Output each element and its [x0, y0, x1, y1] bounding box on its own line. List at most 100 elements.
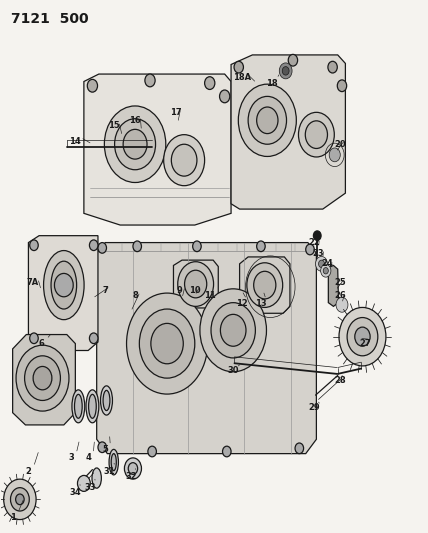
Circle shape	[98, 442, 107, 453]
Ellipse shape	[51, 261, 77, 309]
Circle shape	[30, 333, 38, 344]
Circle shape	[355, 327, 370, 346]
Ellipse shape	[44, 251, 84, 320]
Circle shape	[4, 479, 36, 520]
Text: 6: 6	[38, 339, 44, 348]
Text: 18A: 18A	[233, 73, 251, 82]
Circle shape	[254, 271, 276, 299]
Circle shape	[89, 240, 98, 251]
Ellipse shape	[101, 386, 113, 415]
Circle shape	[313, 231, 321, 240]
Circle shape	[288, 54, 297, 66]
Polygon shape	[28, 236, 98, 351]
Text: 8: 8	[132, 291, 138, 300]
Circle shape	[329, 148, 340, 162]
Circle shape	[234, 61, 244, 73]
Text: 10: 10	[189, 286, 201, 295]
Text: 33: 33	[85, 482, 96, 491]
Text: 3: 3	[68, 454, 74, 463]
Circle shape	[16, 494, 24, 505]
Text: 22: 22	[309, 238, 320, 247]
Circle shape	[11, 488, 29, 511]
Text: 7: 7	[102, 286, 108, 295]
Circle shape	[305, 121, 327, 149]
Polygon shape	[13, 335, 75, 425]
Circle shape	[298, 112, 334, 157]
Text: 30: 30	[227, 366, 239, 375]
Circle shape	[133, 241, 142, 252]
Circle shape	[145, 74, 155, 87]
Polygon shape	[231, 55, 345, 209]
Circle shape	[248, 96, 286, 144]
Circle shape	[77, 475, 90, 491]
Circle shape	[295, 443, 303, 454]
Text: 17: 17	[170, 108, 181, 117]
Circle shape	[123, 130, 147, 159]
Circle shape	[282, 67, 289, 75]
Circle shape	[115, 119, 155, 169]
Polygon shape	[97, 243, 316, 454]
Circle shape	[257, 107, 278, 134]
Circle shape	[337, 80, 347, 92]
Circle shape	[336, 297, 348, 312]
Circle shape	[200, 289, 267, 372]
Text: 5: 5	[102, 446, 108, 455]
Text: 27: 27	[360, 339, 371, 348]
Circle shape	[220, 90, 230, 103]
Circle shape	[89, 333, 98, 344]
Circle shape	[16, 345, 69, 411]
Circle shape	[104, 106, 166, 182]
Circle shape	[125, 458, 142, 479]
Circle shape	[140, 309, 195, 378]
Circle shape	[220, 314, 246, 346]
Circle shape	[178, 262, 214, 306]
Circle shape	[163, 135, 205, 185]
Circle shape	[184, 270, 207, 298]
Circle shape	[98, 243, 107, 253]
Text: 13: 13	[255, 299, 267, 308]
Circle shape	[306, 244, 314, 255]
Circle shape	[247, 263, 282, 308]
Circle shape	[151, 324, 183, 364]
Circle shape	[339, 308, 386, 366]
Circle shape	[223, 446, 231, 457]
Text: 7121  500: 7121 500	[12, 12, 89, 27]
Text: 32: 32	[125, 472, 137, 481]
Text: 18: 18	[266, 78, 277, 87]
Polygon shape	[173, 260, 218, 308]
Ellipse shape	[109, 449, 119, 475]
Text: 25: 25	[334, 278, 346, 287]
Circle shape	[211, 303, 256, 358]
Ellipse shape	[74, 394, 82, 418]
Ellipse shape	[72, 390, 85, 423]
Circle shape	[24, 356, 60, 400]
Text: 24: 24	[321, 260, 333, 268]
Circle shape	[30, 240, 38, 251]
Text: 16: 16	[129, 116, 141, 125]
Ellipse shape	[86, 390, 99, 423]
Text: 31: 31	[104, 467, 115, 475]
Text: 28: 28	[334, 376, 346, 385]
Text: 29: 29	[309, 403, 320, 412]
Circle shape	[257, 241, 265, 252]
Ellipse shape	[111, 454, 116, 471]
Text: 14: 14	[69, 137, 81, 146]
Circle shape	[321, 264, 331, 277]
Circle shape	[328, 61, 337, 73]
Polygon shape	[240, 257, 290, 313]
Text: 7A: 7A	[27, 278, 39, 287]
Text: 15: 15	[108, 121, 119, 130]
Circle shape	[87, 79, 98, 92]
Circle shape	[279, 63, 292, 79]
Text: 11: 11	[204, 291, 216, 300]
Ellipse shape	[89, 394, 96, 418]
Text: 23: 23	[313, 249, 324, 258]
Circle shape	[148, 446, 156, 457]
Circle shape	[238, 84, 296, 157]
Ellipse shape	[103, 390, 110, 410]
Text: 9: 9	[177, 286, 183, 295]
Circle shape	[315, 256, 327, 271]
Text: 4: 4	[85, 454, 91, 463]
Text: 2: 2	[26, 467, 31, 475]
Text: 26: 26	[334, 291, 346, 300]
